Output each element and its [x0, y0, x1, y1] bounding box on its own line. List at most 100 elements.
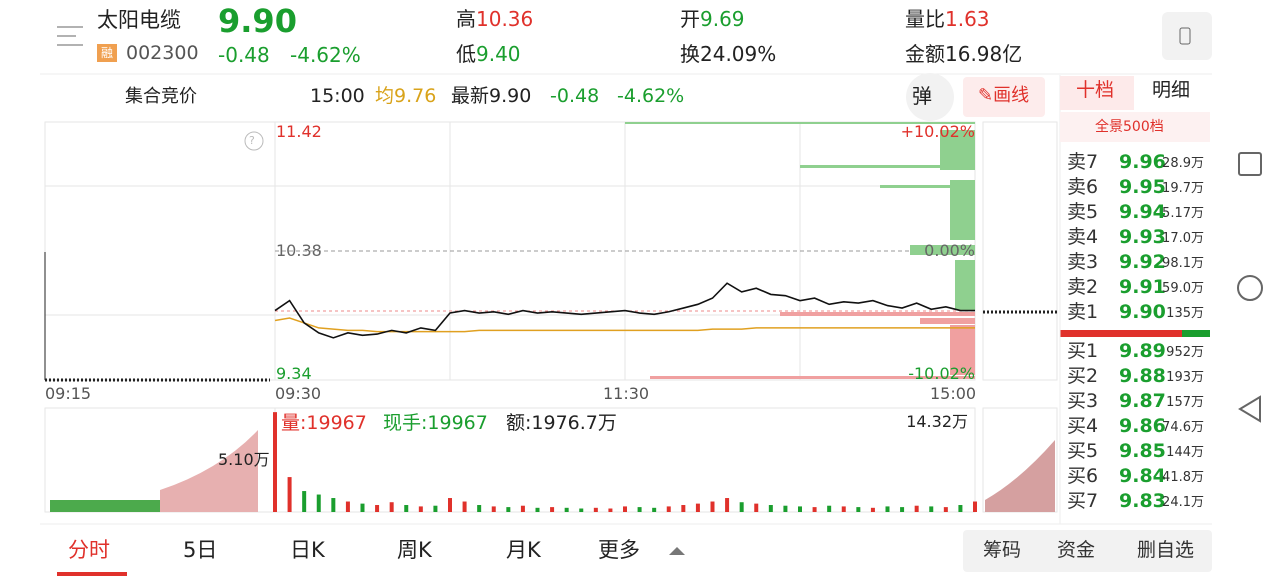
- tab[interactable]: 更多: [598, 538, 640, 562]
- volume-bar: [331, 498, 336, 512]
- label: 金额: [905, 42, 945, 66]
- book-price: 9.93: [1119, 226, 1166, 248]
- book-size: 5.17万: [1162, 206, 1204, 221]
- label: 高: [456, 7, 476, 31]
- book-price: 9.92: [1119, 251, 1166, 273]
- book-price: 9.94: [1119, 201, 1166, 223]
- volume-bar: [564, 507, 569, 512]
- volume-bar: [827, 505, 832, 512]
- help-icon[interactable]: [244, 131, 264, 151]
- tab[interactable]: 十档: [1076, 79, 1115, 101]
- book-label: 买2: [1067, 365, 1099, 387]
- tab[interactable]: 周K: [397, 538, 432, 562]
- volume-bar: [929, 506, 934, 512]
- book-price: 9.88: [1119, 365, 1166, 387]
- book-price: 9.83: [1119, 490, 1166, 512]
- volume-bar: [302, 491, 307, 512]
- volume-bar: [943, 507, 948, 512]
- value: 16.98亿: [945, 42, 1023, 66]
- help: ?: [249, 134, 255, 147]
- stock-name: 太阳电缆: [97, 8, 181, 32]
- volume-bar: [710, 501, 715, 512]
- bid-ratio: [1060, 330, 1182, 337]
- volume-bar: [666, 506, 671, 512]
- label: 画线: [993, 85, 1030, 106]
- volume-bar: [579, 508, 584, 512]
- volume-bar: [958, 505, 963, 512]
- volume-bar: [914, 505, 919, 512]
- after-volume-area: [985, 440, 1055, 512]
- book-price: 9.84: [1119, 465, 1166, 487]
- book-title: 全景500档: [1095, 119, 1164, 135]
- book-label: 卖3: [1067, 251, 1099, 273]
- book-price: 9.91: [1119, 276, 1166, 298]
- volume-bar: [900, 507, 905, 512]
- draw-button[interactable]: [963, 77, 1045, 117]
- stat: 金额16.98亿: [905, 44, 1022, 64]
- volume-bar: [345, 501, 350, 512]
- price-tick: 10.38: [276, 241, 322, 260]
- code: 002300: [126, 42, 199, 64]
- book-size: 59.0万: [1162, 281, 1204, 296]
- book-label: 买5: [1067, 440, 1099, 462]
- stat: 量比1.63: [905, 9, 990, 29]
- volume-bar: [506, 507, 511, 512]
- tab[interactable]: 明细: [1152, 79, 1191, 101]
- volume-bar: [768, 505, 773, 512]
- change-pct: -4.62%: [290, 43, 361, 67]
- volume-bar: [433, 505, 438, 512]
- pct-tick: 0.00%: [924, 241, 975, 260]
- value: 10.36: [476, 7, 534, 31]
- volume-bar: [725, 498, 730, 512]
- book-label: 买4: [1067, 415, 1099, 437]
- device-icon: [1179, 27, 1191, 45]
- draw-label: ✎画线: [978, 85, 1030, 106]
- volume-label: 量:19967: [281, 412, 367, 434]
- volume-bar: [739, 502, 744, 512]
- button[interactable]: 删自选: [1137, 539, 1195, 561]
- book-price: 9.87: [1119, 390, 1166, 412]
- menu-icon: [57, 26, 83, 46]
- book-price: 9.86: [1119, 415, 1166, 437]
- book-price: 9.95: [1119, 176, 1166, 198]
- volume-bar: [535, 507, 540, 512]
- vol-max: 14.32万: [906, 412, 968, 431]
- device-button[interactable]: [1162, 12, 1212, 60]
- pre-volume-area: [160, 430, 258, 512]
- price: 9.90: [218, 2, 297, 40]
- tab[interactable]: 日K: [290, 538, 325, 562]
- volume-bar: [375, 505, 380, 512]
- volume-bar: [783, 505, 788, 512]
- volume-bar: [637, 507, 642, 512]
- book-price: 9.90: [1119, 301, 1166, 323]
- volume-bar: [681, 505, 686, 512]
- volume-bar: [273, 412, 277, 512]
- time-label: 11:30: [603, 384, 650, 403]
- volume-bar: [652, 507, 657, 512]
- stat: 低9.40: [456, 44, 521, 64]
- button[interactable]: 资金: [1057, 539, 1096, 561]
- ask-depth: [625, 122, 975, 310]
- volume-bar: [491, 506, 496, 512]
- time-label: 09:30: [275, 384, 322, 403]
- button[interactable]: 筹码: [983, 539, 1022, 561]
- volume-bar: [870, 507, 875, 512]
- book-price: 9.96: [1119, 151, 1166, 173]
- danmu-button[interactable]: [906, 73, 954, 121]
- tab[interactable]: 分时: [68, 538, 110, 562]
- pre-vol: 5.10万: [218, 450, 270, 469]
- tab[interactable]: 月K: [506, 538, 541, 562]
- auction: 集合竞价: [125, 86, 197, 107]
- tab[interactable]: 5日: [183, 538, 218, 562]
- value: 9.69: [700, 7, 745, 31]
- tab-underline: [57, 572, 127, 576]
- volume-bar: [389, 502, 394, 512]
- volume-bar: [287, 477, 292, 512]
- bid-depth: [650, 312, 975, 379]
- button-bg: [963, 530, 1212, 572]
- volume-bar: [360, 503, 365, 512]
- book-label: 买1: [1067, 340, 1099, 362]
- book-label: 卖5: [1067, 201, 1099, 223]
- danmu-label: 弹: [912, 84, 932, 108]
